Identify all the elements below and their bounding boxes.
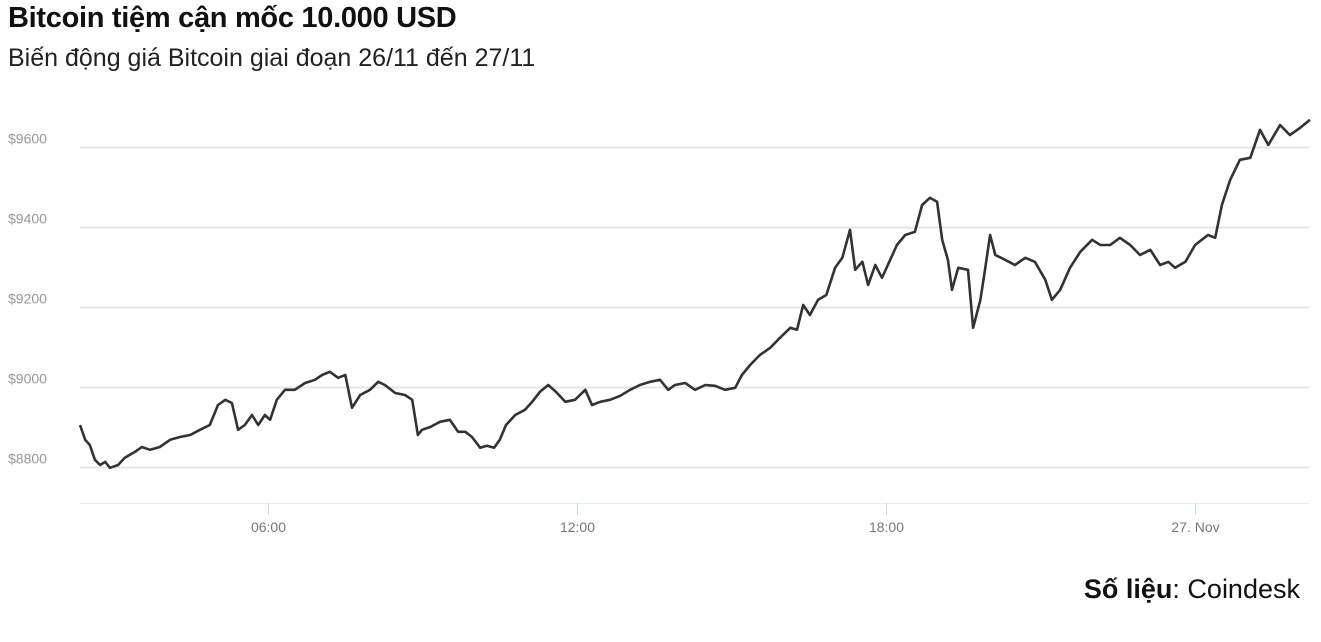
chart-subtitle: Biến động giá Bitcoin giai đoạn 26/11 đế… [8, 44, 536, 72]
price-line [78, 118, 1311, 470]
chart-title: Bitcoin tiệm cận mốc 10.000 USD [8, 2, 457, 34]
source-value: Coindesk [1179, 574, 1300, 604]
y-tick-label: $9600 [8, 131, 47, 147]
source-label: Số liệu [1083, 574, 1173, 604]
y-tick-label: $8800 [8, 451, 47, 467]
y-tick-label: $9000 [8, 371, 47, 387]
y-tick-label: $9200 [8, 291, 47, 307]
x-tick-label: 18:00 [869, 519, 904, 535]
source-note: Số liệu: Coindesk [1084, 574, 1300, 605]
x-tick-label: 27. Nov [1171, 519, 1219, 535]
y-axis: $8800 $9000 $9200 $9400 $9600 [8, 131, 47, 467]
y-tick-label: $9400 [8, 211, 47, 227]
gridlines [80, 146, 1310, 469]
x-tick-label: 12:00 [560, 519, 595, 535]
x-tick-label: 06:00 [251, 519, 286, 535]
source-separator: : [1172, 574, 1180, 604]
series-layer [78, 118, 1311, 470]
x-axis: 06:00 12:00 18:00 27. Nov [80, 503, 1310, 535]
